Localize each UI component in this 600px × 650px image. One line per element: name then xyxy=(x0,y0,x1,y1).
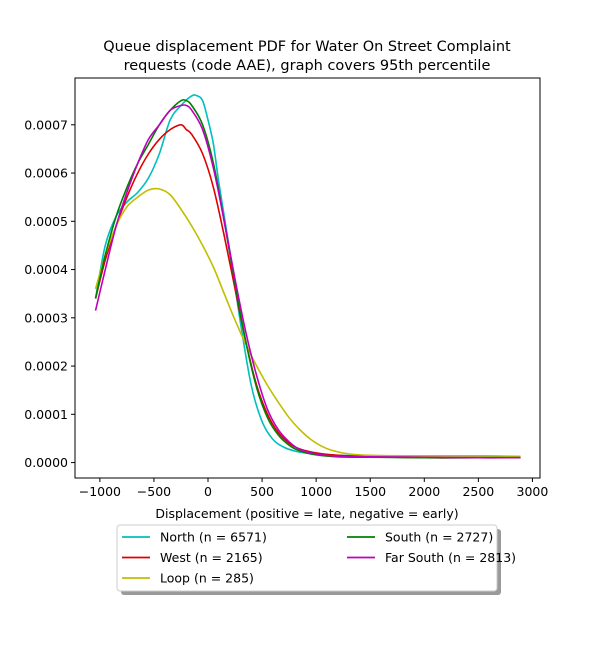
y-axis: 0.0000 0.0001 0.0002 0.0003 0.0004 0.0005 0.00… xyxy=(24,117,75,470)
y-tick-label: 0.0007 xyxy=(24,117,68,132)
plot-area xyxy=(94,94,521,459)
x-tick-label: 1000 xyxy=(300,484,332,499)
plot-frame xyxy=(74,77,541,479)
legend: North (n = 6571) West (n = 2165) Loop (n =… xyxy=(116,524,516,595)
legend-box xyxy=(116,524,498,592)
x-tick-label: 2500 xyxy=(462,484,494,499)
y-tick-label: 0.0003 xyxy=(24,310,68,325)
series-line-0 xyxy=(94,94,521,458)
x-tick-label: 500 xyxy=(250,484,274,499)
x-tick-label: 1500 xyxy=(354,484,386,499)
x-tick-label: 3000 xyxy=(517,484,549,499)
legend-label: North (n = 6571) xyxy=(160,530,267,545)
y-tick-label: 0.0000 xyxy=(24,455,68,470)
series-lines xyxy=(94,94,521,459)
series-line-2 xyxy=(94,187,521,458)
series-line-1 xyxy=(94,124,521,459)
x-tick-label: 0 xyxy=(204,484,212,499)
legend-entries: North (n = 6571) West (n = 2165) Loop (n =… xyxy=(122,530,516,586)
legend-label: Loop (n = 285) xyxy=(160,571,254,586)
legend-label: West (n = 2165) xyxy=(160,550,263,565)
y-tick-label: 0.0004 xyxy=(24,262,68,277)
y-tick-label: 0.0006 xyxy=(24,166,68,181)
y-tick-label: 0.0001 xyxy=(24,407,68,422)
legend-label: South (n = 2727) xyxy=(385,530,493,545)
y-tick-label: 0.0005 xyxy=(24,214,68,229)
chart-title-line-1: Queue displacement PDF for Water On Stre… xyxy=(103,39,511,55)
y-tick-label: 0.0002 xyxy=(24,359,68,374)
x-tick-label: −1000 xyxy=(79,484,121,499)
x-axis: −1000 −500 0 500 1000 1500 2000 2500 3000 xyxy=(79,478,549,499)
chart-title-line-2: requests (code AAE), graph covers 95th p… xyxy=(124,58,491,74)
x-tick-label: −500 xyxy=(137,484,171,499)
x-tick-label: 2000 xyxy=(408,484,440,499)
series-line-4 xyxy=(94,104,521,459)
x-axis-label: Displacement (positive = late, negative … xyxy=(155,506,458,521)
legend-label: Far South (n = 2813) xyxy=(385,550,516,565)
